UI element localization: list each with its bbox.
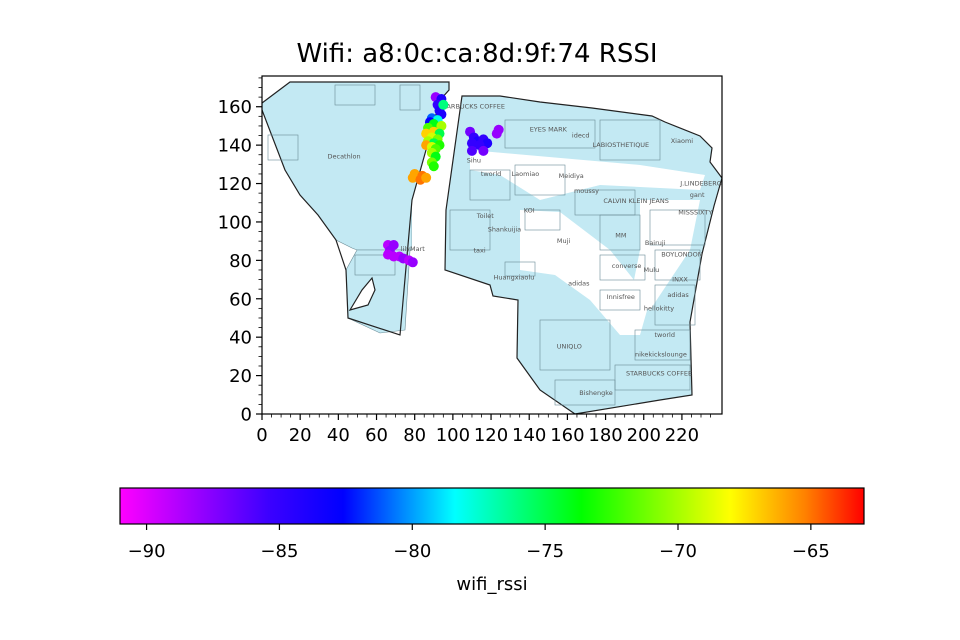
floorplan-store-outlines (267, 84, 706, 406)
x-tick-label: 60 (365, 425, 388, 446)
x-axis-ticks: 0 20 40 60 80 100 120 140 160 180 200 220 (256, 414, 711, 446)
colorbar-ticks: −90 −85 −80 −75 −70 −65 (128, 524, 830, 562)
y-tick-label: 60 (229, 289, 252, 310)
floorplan-label: Decathlon (328, 153, 361, 161)
colorbar-label: wifi_rssi (456, 574, 527, 595)
floorplan-label: idecd (572, 131, 590, 139)
colorbar-bar (119, 487, 865, 525)
floorplan-outline (262, 81, 450, 336)
floorplan-label: Bairuji (645, 239, 666, 247)
x-tick-label: 180 (588, 425, 622, 446)
rssi-point (407, 172, 418, 183)
floorplan-corridor-main (412, 96, 462, 270)
floorplan-label: lilyMart (401, 245, 426, 253)
chart-title: Wifi: a8:0c:ca:8d:9f:74 RSSI (296, 39, 657, 69)
floorplan-corridor-3 (520, 210, 650, 335)
floorplan-label: converse (612, 262, 642, 270)
rssi-point (421, 172, 432, 183)
floorplan-label: Mulu (644, 266, 660, 274)
floorplan-label: Innisfree (607, 293, 635, 301)
x-tick-label: 120 (474, 425, 508, 446)
y-tick-label: 160 (218, 97, 252, 118)
floorplan-label: Laomiao (512, 170, 540, 178)
data-points (382, 92, 504, 268)
x-tick-label: 0 (256, 425, 267, 446)
floorplan-label: LABIOSTHETIQUE (593, 141, 650, 149)
floorplan-outline-right (444, 95, 722, 414)
floorplan-label: EYES MARK (530, 126, 568, 134)
x-tick-label: 220 (665, 425, 699, 446)
x-tick-label: 200 (627, 425, 661, 446)
y-tick-label: 120 (218, 174, 252, 195)
floorplan-label: UNIQLO (557, 343, 582, 351)
floorplan-corridor-2 (470, 150, 705, 200)
axes-frame (261, 75, 723, 415)
floorplan-label: Bishengke (579, 389, 613, 397)
floorplan-lower-left-wedge (348, 276, 376, 311)
floorplan-label: Xiaomi (671, 137, 694, 145)
y-tick-label: 80 (229, 251, 252, 272)
floorplan-label: Toilet (476, 212, 494, 220)
rssi-point (491, 128, 502, 139)
floorplan-label: gant (690, 191, 705, 199)
colorbar-tick-label: −70 (659, 541, 697, 562)
floorplan-corridor-4 (630, 200, 700, 310)
floorplan-label: moussy (574, 187, 599, 195)
colorbar-tick-label: −65 (792, 541, 830, 562)
rssi-point (436, 120, 447, 131)
floorplan-label: Muji (557, 237, 571, 245)
colorbar-tick-label: −90 (128, 541, 166, 562)
floorplan-label: MM (615, 231, 626, 239)
floorplan-label: adidas (568, 279, 590, 287)
floorplan-label: Meidiya (559, 172, 584, 180)
y-tick-label: 100 (218, 212, 252, 233)
x-tick-label: 140 (512, 425, 546, 446)
x-tick-label: 160 (550, 425, 584, 446)
x-tick-label: 40 (327, 425, 350, 446)
floorplan-label: nikekickslounge (635, 350, 687, 358)
y-tick-label: 20 (229, 366, 252, 387)
floorplan-label: STARBUCKS COFFEE (439, 103, 505, 111)
x-tick-label: 20 (289, 425, 312, 446)
y-tick-label: 0 (241, 405, 252, 426)
floorplan-label: Huangxiaolu (494, 274, 535, 282)
floorplan-label: adidas (667, 291, 689, 299)
floorplan-label: BOYLONDON (661, 251, 703, 259)
rssi-point (466, 138, 477, 149)
rssi-point (407, 257, 418, 268)
floorplan-label: J.LINDEBERG (679, 179, 722, 187)
colorbar-tick-label: −85 (260, 541, 298, 562)
rssi-point (466, 145, 477, 156)
rssi-point (482, 138, 493, 149)
y-tick-label: 140 (218, 136, 252, 157)
floorplan-label: Sihu (467, 156, 481, 164)
floorplan-label: Shankuijia (488, 226, 521, 234)
rssi-point (478, 145, 489, 156)
floorplan-label: MISSSIXTY (678, 208, 712, 216)
floorplan-label: STARBUCKS COFFEE (626, 370, 692, 378)
colorbar-tick-label: −80 (393, 541, 431, 562)
y-tick-label: 40 (229, 328, 252, 349)
floorplan-label: tworld (481, 170, 501, 178)
y-axis-ticks: 0 20 40 60 80 100 120 140 160 (218, 77, 262, 426)
floorplan-label: tworld (655, 331, 675, 339)
floorplan-label: INXX (672, 275, 688, 283)
colorbar-tick-label: −75 (526, 541, 564, 562)
axes: 0 20 40 60 80 100 120 140 160 180 200 220 020406080… (218, 75, 723, 446)
floorplan-label: hellokitty (644, 304, 674, 312)
floorplan-label: taxi (473, 247, 485, 255)
colorbar: −90 −85 −80 −75 −70 −65 wifi_rssi (119, 487, 865, 595)
rssi-point (438, 99, 449, 110)
rssi-point (428, 161, 439, 172)
floorplan-label: CALVIN KLEIN JEANS (603, 197, 668, 205)
x-tick-label: 100 (436, 425, 470, 446)
x-tick-label: 80 (403, 425, 426, 446)
floorplan-label: KOI (524, 206, 535, 214)
